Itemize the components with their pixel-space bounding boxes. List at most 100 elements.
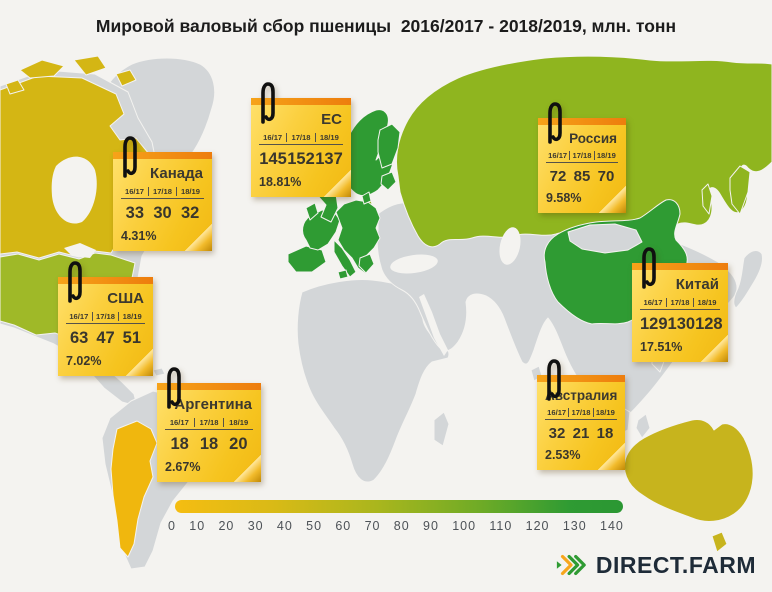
legend-tick: 80	[393, 519, 410, 533]
legend-tick: 30	[247, 519, 264, 533]
value: 128	[695, 315, 723, 333]
season-header: 17/18	[193, 418, 224, 427]
share-percent: 4.31%	[121, 229, 157, 243]
map-region-sulawesi	[635, 413, 651, 439]
info-card-china: Китай 16/17 17/18 18/19 129 130 128 17.5…	[632, 247, 728, 362]
season-header: 16/17	[124, 187, 144, 196]
legend-tick: 90	[423, 519, 439, 533]
season-headers: 16/17 17/18 18/19	[545, 408, 617, 420]
season-headers: 16/17 17/18 18/19	[259, 133, 343, 145]
card-top-bar	[537, 375, 625, 382]
legend-tick: 130	[562, 519, 587, 533]
map-region-canada	[115, 69, 137, 87]
card-title: Канада	[150, 165, 203, 182]
map-region-canada	[73, 55, 107, 76]
map-region-eu	[361, 191, 372, 205]
share-percent: 9.58%	[546, 191, 582, 205]
season-header: 17/18	[666, 298, 693, 307]
value: 20	[229, 435, 248, 453]
legend-tick: 50	[306, 519, 323, 533]
value: 18	[596, 425, 614, 442]
value: 32	[181, 204, 200, 222]
map-region-caribbean	[152, 367, 166, 377]
folded-corner	[598, 443, 625, 470]
season-header: 17/18	[569, 151, 593, 160]
season-values: 145 152 137	[259, 150, 343, 169]
season-values: 18 18 20	[165, 435, 253, 454]
paperclip-icon	[68, 261, 82, 303]
hudson-bay	[51, 156, 97, 224]
value: 33	[125, 204, 145, 222]
season-header: 16/17	[69, 312, 89, 321]
legend-tick: 60	[335, 519, 352, 533]
legend-tick: 40	[276, 519, 293, 533]
value: 21	[572, 425, 590, 442]
page-title: Мировой валовый сбор пшеницы 2016/2017 -…	[95, 16, 677, 36]
paperclip-icon	[548, 102, 562, 144]
color-scale-bar	[175, 500, 623, 513]
caspian-sea	[499, 227, 521, 265]
value: 18	[199, 435, 219, 453]
card-title: США	[107, 290, 144, 307]
paperclip-icon	[642, 247, 656, 289]
legend-tick: 20	[218, 519, 235, 533]
legend-tick: 0	[168, 519, 176, 533]
season-values: 63 47 51	[66, 329, 145, 348]
season-header: 18/19	[693, 298, 720, 307]
card-top-bar	[113, 152, 212, 159]
card-title: Россия	[569, 131, 617, 146]
info-card-usa: США 16/17 17/18 18/19 63 47 51 7.02%	[58, 261, 153, 376]
value: 137	[315, 150, 343, 168]
map-region-argentina	[110, 420, 158, 558]
season-header: 18/19	[593, 151, 618, 160]
color-scale-ticks: 0 10 20 30 40 50 60 70 80 90 100 110 120…	[168, 519, 624, 533]
card-title: ЕС	[321, 111, 342, 128]
great-lakes	[64, 243, 96, 258]
map-region-canada	[19, 59, 65, 79]
map-region-eu	[333, 239, 357, 278]
value: 63	[69, 329, 89, 347]
info-card-canada: Канада 16/17 17/18 18/19 33 30 32 4.31%	[113, 136, 212, 251]
info-card-russia: Россия 16/17 17/18 18/19 72 85 70 9.58%	[538, 102, 626, 213]
value: 72	[549, 168, 567, 185]
season-header: 18/19	[176, 187, 204, 196]
folded-corner	[701, 335, 728, 362]
season-header: 17/18	[286, 133, 314, 142]
season-headers: 16/17 17/18 18/19	[165, 418, 253, 430]
logo-chevrons-icon	[556, 554, 586, 576]
card-top-bar	[157, 383, 261, 390]
season-header: 16/17	[169, 418, 189, 427]
season-headers: 16/17 17/18 18/19	[546, 151, 618, 163]
share-percent: 18.81%	[259, 175, 302, 189]
season-header: 16/17	[548, 151, 568, 160]
paperclip-icon	[547, 359, 561, 401]
season-header: 17/18	[91, 312, 119, 321]
red-sea	[419, 294, 448, 356]
folded-corner	[599, 186, 626, 213]
card-top-bar	[538, 118, 626, 125]
info-card-australia: Австралия 16/17 17/18 18/19 32 21 18 2.5…	[537, 359, 625, 470]
season-values: 33 30 32	[121, 204, 204, 223]
map-region-finland	[377, 123, 401, 169]
value: 145	[259, 150, 287, 168]
map-region-russia	[729, 165, 751, 215]
info-card-eu: ЕС 16/17 17/18 18/19 145 152 137 18.81%	[251, 82, 351, 197]
map-region-eu	[337, 269, 349, 280]
map-region-russia	[701, 183, 713, 215]
legend-tick: 100	[452, 519, 477, 533]
card-top-bar	[632, 263, 728, 270]
season-headers: 16/17 17/18 18/19	[66, 312, 145, 324]
value: 152	[287, 150, 315, 168]
season-header: 18/19	[592, 408, 617, 417]
map-region-madagascar	[433, 411, 450, 447]
logo-text: DIRECT.FARM	[595, 551, 756, 578]
map-region-ireland	[305, 202, 319, 221]
value: 129	[640, 315, 668, 333]
paperclip-icon	[167, 367, 181, 409]
season-header: 16/17	[547, 408, 567, 417]
map-region-canada	[5, 79, 25, 95]
card-title: Аргентина	[174, 396, 252, 413]
value: 51	[122, 329, 141, 347]
folded-corner	[126, 349, 153, 376]
